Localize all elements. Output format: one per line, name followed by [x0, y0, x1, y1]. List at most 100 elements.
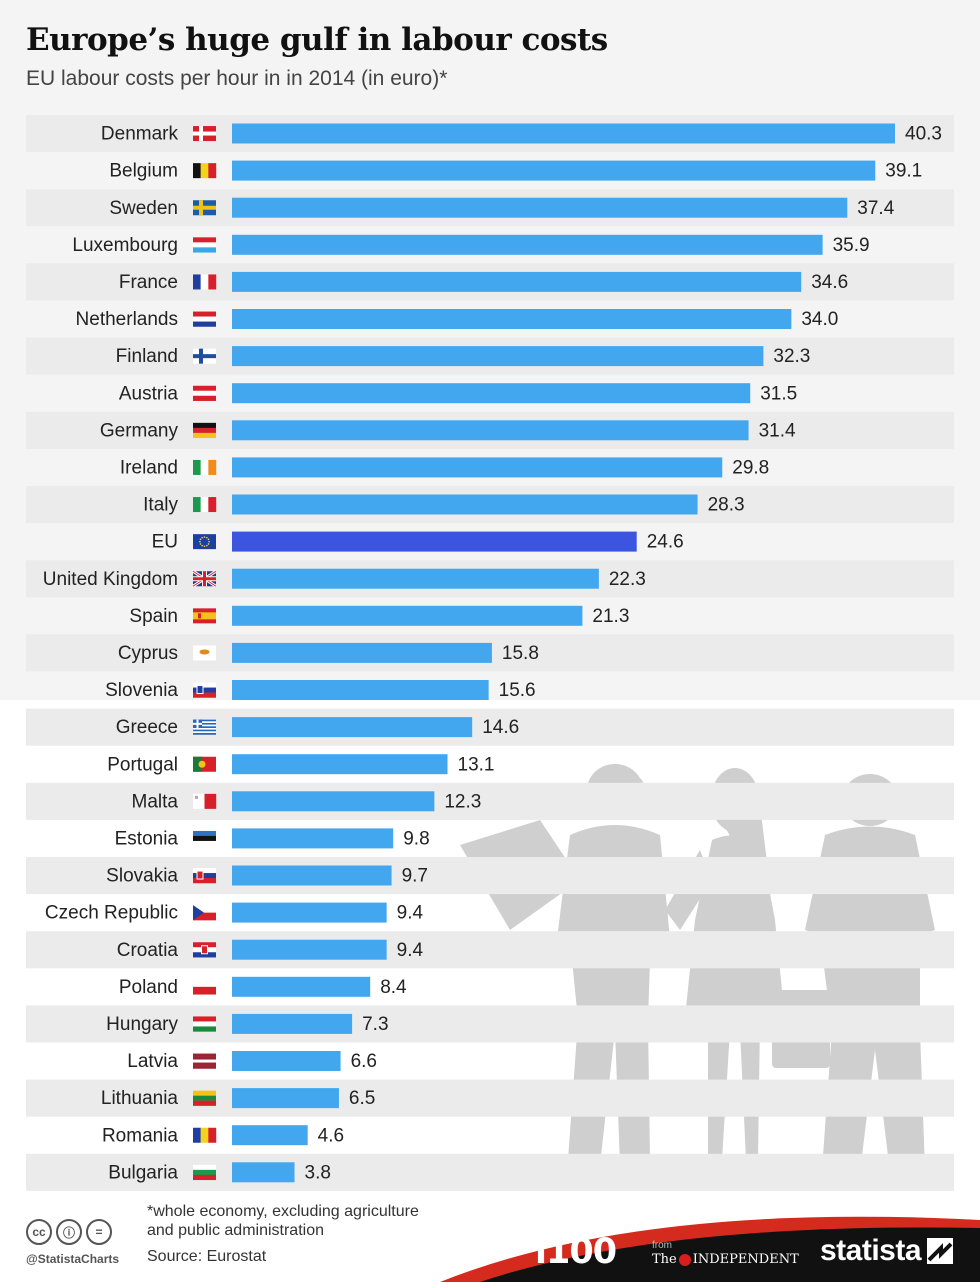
bar[interactable] [232, 568, 599, 589]
flag-denmark-icon [193, 126, 216, 142]
row-stripe [26, 1005, 954, 1043]
bar[interactable] [232, 1013, 353, 1034]
value-label: 12.3 [444, 791, 481, 812]
category-label: Denmark [101, 124, 179, 145]
bar[interactable] [232, 197, 848, 218]
value-label: 8.4 [380, 977, 407, 998]
value-label: 4.6 [318, 1125, 344, 1146]
category-label: Malta [132, 791, 179, 812]
bar[interactable] [232, 1162, 295, 1183]
category-label: Greece [116, 717, 178, 738]
bar[interactable] [232, 939, 387, 960]
bar[interactable] [232, 234, 823, 255]
bar-row: Latvia 6.6 [127, 1051, 377, 1072]
value-label: 34.6 [811, 272, 848, 293]
row-stripe [26, 1079, 954, 1117]
bar[interactable] [232, 531, 637, 552]
category-label: Cyprus [118, 643, 178, 664]
bar[interactable] [232, 383, 751, 404]
independent-the: The [652, 1252, 677, 1267]
logo-from-text: from [652, 1240, 672, 1251]
bar[interactable] [232, 828, 394, 849]
bar[interactable] [232, 1051, 341, 1071]
flag-bulgaria-icon [193, 1164, 216, 1181]
bar[interactable] [232, 494, 698, 515]
footnote: *whole economy, excluding agriculture an… [147, 1203, 419, 1239]
bar[interactable] [232, 680, 489, 700]
bar[interactable] [232, 754, 448, 775]
value-label: 3.8 [305, 1162, 331, 1183]
flag-cyprus-icon [193, 645, 216, 661]
category-label: Ireland [120, 457, 178, 478]
value-label: 7.3 [362, 1014, 388, 1035]
category-label: France [119, 272, 178, 293]
independent-logo[interactable]: The INDEPENDENT [652, 1252, 799, 1267]
value-label: 35.9 [833, 235, 870, 256]
bar[interactable] [232, 865, 392, 886]
bar[interactable] [232, 160, 876, 181]
bar-row: EU 24.6 [152, 531, 684, 553]
bar[interactable] [232, 1088, 339, 1109]
category-label: Belgium [109, 161, 178, 182]
statista-logo[interactable]: statista [820, 1234, 954, 1268]
bar-row: Slovakia 9.7 [26, 857, 954, 895]
value-label: 29.8 [732, 457, 769, 478]
value-label: 39.1 [885, 161, 922, 182]
chart-subtitle: EU labour costs per hour in in 2014 (in … [26, 67, 448, 90]
value-label: 21.3 [592, 606, 629, 627]
value-label: 15.8 [502, 643, 539, 664]
value-label: 31.5 [760, 383, 797, 404]
flag-sweden-icon [193, 200, 216, 216]
bar[interactable] [232, 123, 895, 144]
independent-name: INDEPENDENT [692, 1252, 799, 1267]
footer-band [440, 1216, 980, 1282]
bar[interactable] [232, 271, 802, 292]
bar[interactable] [232, 791, 435, 812]
category-label: Latvia [127, 1051, 178, 1072]
value-label: 9.4 [397, 940, 424, 961]
value-label: 32.3 [773, 346, 810, 367]
flag-austria-icon [193, 385, 216, 401]
category-label: Germany [100, 420, 179, 441]
flag-poland-icon [193, 979, 216, 995]
bar[interactable] [232, 642, 492, 663]
flag-slovenia-icon [193, 682, 216, 698]
category-label: United Kingdom [43, 569, 178, 590]
category-label: Estonia [115, 828, 179, 849]
bar-row: Belgium 39.1 [109, 160, 922, 182]
row-stripe [26, 782, 954, 820]
bar[interactable] [232, 902, 387, 923]
category-label: Netherlands [76, 309, 178, 330]
bar[interactable] [232, 309, 792, 329]
bar[interactable] [232, 457, 723, 478]
bar[interactable] [232, 1125, 308, 1146]
row-stripe [26, 857, 954, 895]
category-label: Lithuania [101, 1088, 179, 1109]
flag-czech-republic-icon [193, 905, 216, 921]
category-label: Austria [119, 383, 179, 404]
i100-logo[interactable]: i100 [535, 1232, 617, 1272]
flag-italy-icon [193, 497, 217, 513]
flag-malta-icon [193, 793, 217, 809]
bar-row: United Kingdom 22.3 [26, 560, 954, 598]
nd-icon: = [86, 1219, 112, 1245]
statista-handle[interactable]: @StatistaCharts [26, 1252, 120, 1266]
bar-row: France 34.6 [26, 263, 954, 301]
flag-germany-icon [193, 422, 216, 439]
row-stripe [26, 1153, 954, 1191]
bar[interactable] [232, 346, 764, 367]
flag-united-kingdom-icon [192, 569, 217, 588]
bar-row: Czech Republic 9.4 [45, 902, 423, 924]
flag-croatia-icon [193, 942, 216, 958]
bar[interactable] [232, 717, 473, 738]
value-label: 6.5 [349, 1088, 375, 1109]
bar-row: Malta 12.3 [26, 782, 954, 820]
bar-row: Finland 32.3 [26, 337, 954, 375]
bar[interactable] [232, 605, 583, 626]
bar[interactable] [232, 976, 371, 997]
chart-title: Europe’s huge gulf in labour costs [26, 22, 608, 58]
row-stripe [26, 708, 954, 746]
bar[interactable] [232, 420, 749, 441]
flag-latvia-icon [193, 1053, 216, 1069]
